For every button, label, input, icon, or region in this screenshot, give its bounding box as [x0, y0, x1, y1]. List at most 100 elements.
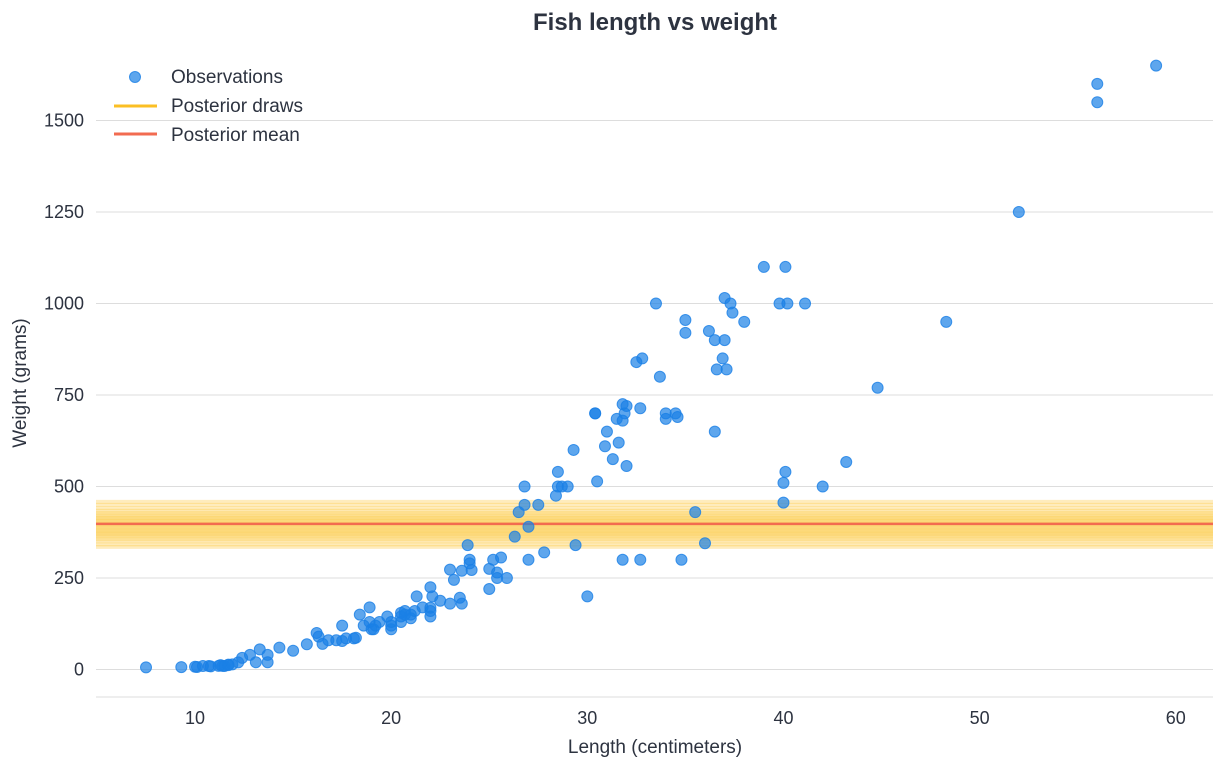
observation-point — [589, 407, 602, 420]
x-tick-label: 20 — [381, 708, 401, 728]
observation-point — [612, 436, 625, 449]
observation-point — [444, 597, 457, 610]
x-tick-label: 60 — [1166, 708, 1186, 728]
x-tick-label: 30 — [577, 708, 597, 728]
observation-point — [726, 306, 739, 319]
observation-point — [720, 363, 733, 376]
observation-point — [620, 400, 633, 413]
observation-point — [689, 506, 702, 519]
y-tick-label: 1000 — [44, 294, 84, 314]
observation-point — [702, 324, 715, 337]
observation-point — [871, 381, 884, 394]
observation-point — [518, 498, 531, 511]
observation-point — [353, 608, 366, 621]
y-ticks: 0 250 500 750 1000 1250 1500 — [44, 111, 84, 680]
legend-draws-label: Posterior draws — [171, 96, 303, 117]
observation-point — [606, 453, 619, 466]
observation-point — [300, 638, 313, 651]
observation-point — [634, 553, 647, 566]
observation-point — [718, 334, 731, 347]
observation-point — [940, 315, 953, 328]
observation-point — [598, 440, 611, 453]
y-tick-label: 1250 — [44, 202, 84, 222]
observation-point — [287, 644, 300, 657]
observation-point — [600, 425, 613, 438]
observation-point — [410, 590, 423, 603]
legend-observations-label: Observations — [171, 67, 283, 88]
observation-point — [679, 314, 692, 327]
observation-point — [1012, 206, 1025, 219]
observation-point — [1091, 77, 1104, 90]
observation-point — [538, 546, 551, 559]
observation-point — [671, 410, 684, 423]
observation-point — [273, 641, 286, 654]
observation-point — [349, 631, 362, 644]
observation-point — [461, 539, 474, 552]
observation-point — [591, 475, 604, 488]
observation-point — [708, 425, 721, 438]
observation-point — [581, 590, 594, 603]
observation-point — [518, 480, 531, 493]
observation-point — [616, 553, 629, 566]
observation-point — [522, 553, 535, 566]
observation-point — [500, 572, 513, 585]
y-tick-label: 750 — [54, 385, 84, 405]
observation-point — [777, 476, 790, 489]
observation-point — [781, 297, 794, 310]
observation-point — [569, 539, 582, 552]
observation-point — [465, 563, 478, 576]
observation-point — [495, 551, 508, 564]
observation-point — [567, 443, 580, 456]
y-tick-label: 1500 — [44, 111, 84, 131]
observation-point — [424, 601, 437, 614]
x-axis-label: Length (centimeters) — [568, 737, 742, 758]
y-tick-label: 0 — [74, 660, 84, 680]
x-tick-label: 10 — [185, 708, 205, 728]
legend-mean-label: Posterior mean — [171, 125, 300, 146]
y-axis-label: Weight (grams) — [10, 318, 31, 448]
observation-point — [522, 520, 535, 533]
x-tick-label: 50 — [970, 708, 990, 728]
observation-point — [1091, 96, 1104, 109]
observation-point — [675, 553, 688, 566]
observation-point — [336, 619, 349, 632]
posterior-draws — [96, 499, 1213, 549]
observation-point — [455, 597, 468, 610]
observation-point — [363, 601, 376, 614]
observation-point — [434, 594, 447, 607]
observation-point — [508, 530, 521, 543]
observation-point — [653, 370, 666, 383]
y-tick-label: 500 — [54, 477, 84, 497]
observations — [140, 59, 1163, 674]
observation-point — [699, 537, 712, 550]
observation-point — [779, 465, 792, 478]
observation-point — [444, 563, 457, 576]
observation-point — [636, 352, 649, 365]
observation-point — [634, 402, 647, 415]
observation-point — [1150, 59, 1163, 72]
observation-point — [261, 656, 274, 669]
observation-point — [532, 498, 545, 511]
observation-point — [738, 315, 751, 328]
x-ticks: 10 20 30 40 50 60 — [185, 708, 1186, 728]
observation-point — [447, 573, 460, 586]
x-tick-label: 40 — [773, 708, 793, 728]
observation-point — [679, 326, 692, 339]
observation-point — [620, 460, 633, 473]
observation-point — [175, 661, 188, 674]
observation-point — [799, 297, 812, 310]
observation-point — [716, 352, 729, 365]
observation-point — [561, 480, 574, 493]
observation-point — [140, 661, 153, 674]
observation-point — [649, 297, 662, 310]
observation-point — [249, 656, 262, 669]
observation-point — [483, 583, 496, 596]
legend: Observations Posterior draws Posterior m… — [114, 67, 303, 146]
observation-point — [840, 456, 853, 469]
chart-title: Fish length vs weight — [533, 9, 777, 36]
observation-point — [551, 465, 564, 478]
legend-observations-marker — [129, 71, 141, 83]
observation-point — [779, 260, 792, 273]
observation-point — [777, 496, 790, 509]
